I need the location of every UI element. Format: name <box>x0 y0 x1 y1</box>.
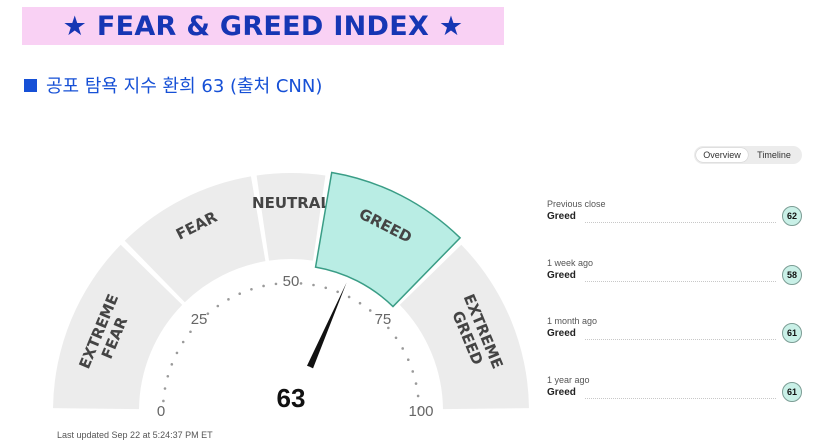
dotted-leader <box>585 222 776 223</box>
history-label: Greed <box>547 387 576 398</box>
banner-title: ★ FEAR & GREED INDEX ★ <box>62 10 464 42</box>
history-label: Greed <box>547 211 576 222</box>
history-value-badge: 58 <box>782 265 802 285</box>
page-banner: ★ FEAR & GREED INDEX ★ <box>22 7 504 45</box>
history-row-1-month-ago: 1 month ago Greed 61 <box>547 316 802 352</box>
gauge-dot <box>227 298 230 301</box>
tab-timeline[interactable]: Timeline <box>757 150 791 160</box>
gauge-segment-extreme-fear <box>53 244 183 410</box>
gauge-dot <box>170 363 174 366</box>
tab-overview[interactable]: Overview <box>696 148 748 162</box>
gauge-dot <box>336 290 339 294</box>
history-label: Greed <box>547 270 576 281</box>
gauge-dot <box>416 394 420 398</box>
gauge-dot <box>387 326 390 330</box>
gauge-tick-label-75: 75 <box>375 311 392 328</box>
gauge-dot <box>163 387 167 390</box>
history-period: 1 month ago <box>547 316 598 326</box>
gauge-dot <box>324 286 328 290</box>
gauge-dot <box>206 312 210 315</box>
gauge-segment-greed <box>314 171 462 308</box>
gauge-dot <box>411 370 415 373</box>
gauge-dot <box>250 287 253 291</box>
gauge-tick-label-25: 25 <box>191 311 208 328</box>
gauge-dot <box>414 382 418 385</box>
view-toggle[interactable]: Overview Timeline <box>694 146 802 164</box>
gauge-dot <box>401 347 404 350</box>
gauge-segment-extreme-greed <box>399 244 529 410</box>
subtitle-text: 공포 탐욕 지수 환희 63 (출처 CNN) <box>46 76 323 97</box>
dotted-leader <box>585 339 776 340</box>
history-label: Greed <box>547 328 576 339</box>
gauge-dot <box>358 301 362 305</box>
dotted-leader <box>585 398 776 399</box>
gauge-tick-label-50: 50 <box>283 273 300 290</box>
gauge-dot <box>417 407 421 410</box>
history-period: 1 week ago <box>547 258 594 268</box>
gauge-tick-label-0: 0 <box>157 403 165 420</box>
history-period: Previous close <box>547 199 606 209</box>
gauge-label-neutral: NEUTRAL <box>252 194 330 212</box>
gauge-dot <box>347 295 351 299</box>
history-value-badge: 61 <box>782 323 802 343</box>
last-updated: Last updated Sep 22 at 5:24:37 PM ET <box>57 430 213 440</box>
gauge-dot <box>166 374 170 378</box>
gauge-dot <box>181 340 185 344</box>
gauge-dot <box>368 309 372 312</box>
gauge-value: 63 <box>277 383 306 413</box>
gauge-dot <box>394 336 398 340</box>
gauge-center-disc <box>243 363 339 448</box>
history-value-badge: 62 <box>782 206 802 226</box>
gauge-dot <box>312 283 315 287</box>
gauge-dot <box>299 282 303 285</box>
gauge-dot <box>189 330 192 334</box>
history-row-previous-close: Previous close Greed 62 <box>547 199 802 235</box>
gauge-dot <box>238 292 242 296</box>
gauge-dot <box>406 358 410 362</box>
gauge-tick-label-100: 100 <box>408 403 433 420</box>
history-period: 1 year ago <box>547 375 590 385</box>
dotted-leader <box>585 281 776 282</box>
gauge-dot <box>262 284 265 288</box>
subtitle: 공포 탐욕 지수 환희 63 (출처 CNN) <box>24 72 322 98</box>
gauge-dot <box>162 399 165 403</box>
history-row-1-week-ago: 1 week ago Greed 58 <box>547 258 802 294</box>
history-value-badge: 61 <box>782 382 802 402</box>
gauge-segment-fear <box>124 176 266 303</box>
gauge-dot <box>216 304 220 308</box>
gauge-dot <box>175 351 179 355</box>
square-bullet-icon <box>24 78 37 92</box>
history-row-1-year-ago: 1 year ago Greed 61 <box>547 375 802 411</box>
gauge-dot <box>274 282 278 286</box>
gauge-segment-neutral <box>256 173 326 261</box>
